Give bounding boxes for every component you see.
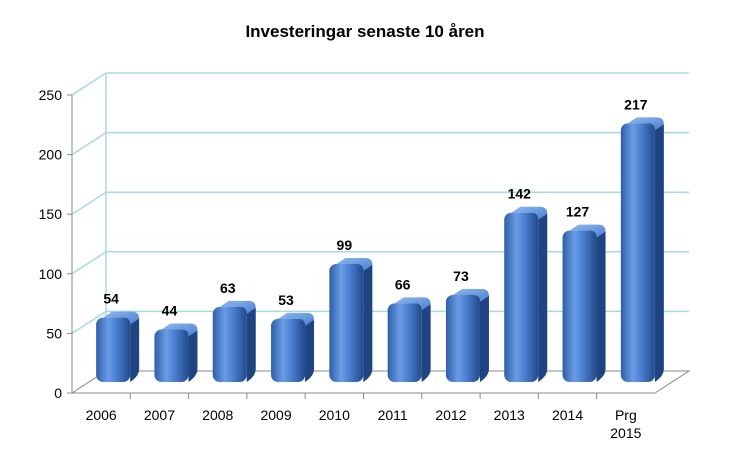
bar-top <box>511 206 548 220</box>
bar <box>329 257 373 382</box>
bar <box>620 117 664 382</box>
x-tick-label: 2012 <box>435 407 466 423</box>
x-tick-label: 2008 <box>202 407 233 423</box>
bar <box>271 312 315 382</box>
bar <box>387 297 431 382</box>
gridline <box>71 251 689 275</box>
gridline <box>71 310 689 335</box>
gridline <box>71 72 689 96</box>
bar-front <box>96 317 131 382</box>
bar-side <box>356 257 373 382</box>
x-tick-label: 2011 <box>378 407 408 423</box>
bar-side <box>531 206 548 382</box>
bar-front <box>212 306 247 382</box>
x-tick-label: 2010 <box>319 407 350 423</box>
data-label: 217 <box>624 96 648 112</box>
x-tick-label: 2013 <box>494 407 525 423</box>
data-label: 66 <box>395 276 411 292</box>
y-tick-label: 200 <box>39 147 63 163</box>
data-label: 99 <box>337 237 353 253</box>
bar-side <box>647 117 664 382</box>
x-tick-label: 2009 <box>260 407 291 423</box>
bar-front <box>504 212 539 382</box>
bar-front <box>387 303 422 382</box>
bar-side <box>472 288 489 382</box>
chart-title: Investeringar senaste 10 åren <box>245 22 484 41</box>
bar-top <box>627 117 664 131</box>
bar <box>154 323 198 382</box>
bar-top <box>394 297 431 311</box>
x-tick-label: 2007 <box>144 407 175 423</box>
bar-front <box>445 294 480 382</box>
data-label: 73 <box>453 268 469 284</box>
bar <box>96 311 140 382</box>
y-tick-label: 50 <box>46 325 62 341</box>
bar-side <box>181 323 198 382</box>
y-tick-label: 0 <box>54 385 62 401</box>
bar-top <box>219 300 256 314</box>
data-label: 54 <box>103 291 119 307</box>
x-tick-label: Prg 2015 <box>610 407 641 441</box>
data-labels: 54 44 63 53 99 66 73 142 127 217 <box>103 96 647 318</box>
bar <box>504 206 548 382</box>
gridlines <box>71 72 689 335</box>
bar <box>445 288 489 382</box>
bar-top <box>336 257 373 271</box>
bar-top <box>103 311 140 325</box>
data-label: 142 <box>508 186 532 202</box>
bar-top <box>278 312 315 326</box>
bar-front <box>329 263 364 382</box>
data-label: 44 <box>162 303 178 319</box>
bar-top <box>569 224 606 238</box>
y-tick-label: 100 <box>39 266 63 282</box>
bar-side <box>239 300 256 382</box>
bar-top <box>161 323 198 337</box>
bar-side <box>589 224 606 382</box>
gridline <box>71 131 689 156</box>
bar-front <box>562 230 597 382</box>
bar-front <box>271 318 306 382</box>
y-axis-ticks: 0 50 100 150 200 250 <box>39 87 73 401</box>
y-tick-label: 150 <box>39 206 63 222</box>
bar-top <box>452 288 489 302</box>
y-tick-label: 250 <box>39 87 63 103</box>
x-tick-label: 2014 <box>552 407 583 423</box>
data-label: 127 <box>566 204 590 220</box>
data-label: 53 <box>278 292 294 308</box>
bar-side <box>414 297 431 382</box>
bar-side <box>123 311 140 382</box>
data-label: 63 <box>220 280 236 296</box>
bar <box>212 300 256 382</box>
bar-side <box>298 312 315 382</box>
bar <box>562 224 606 382</box>
bars <box>96 117 664 382</box>
bar-front <box>154 329 189 382</box>
bar-front <box>620 123 655 382</box>
gridline <box>71 191 689 215</box>
x-tick-label: 2006 <box>86 407 117 423</box>
x-axis-ticks: 2006 2007 2008 2009 2010 2011 2012 2013 2014 Prg 2… <box>86 393 642 441</box>
